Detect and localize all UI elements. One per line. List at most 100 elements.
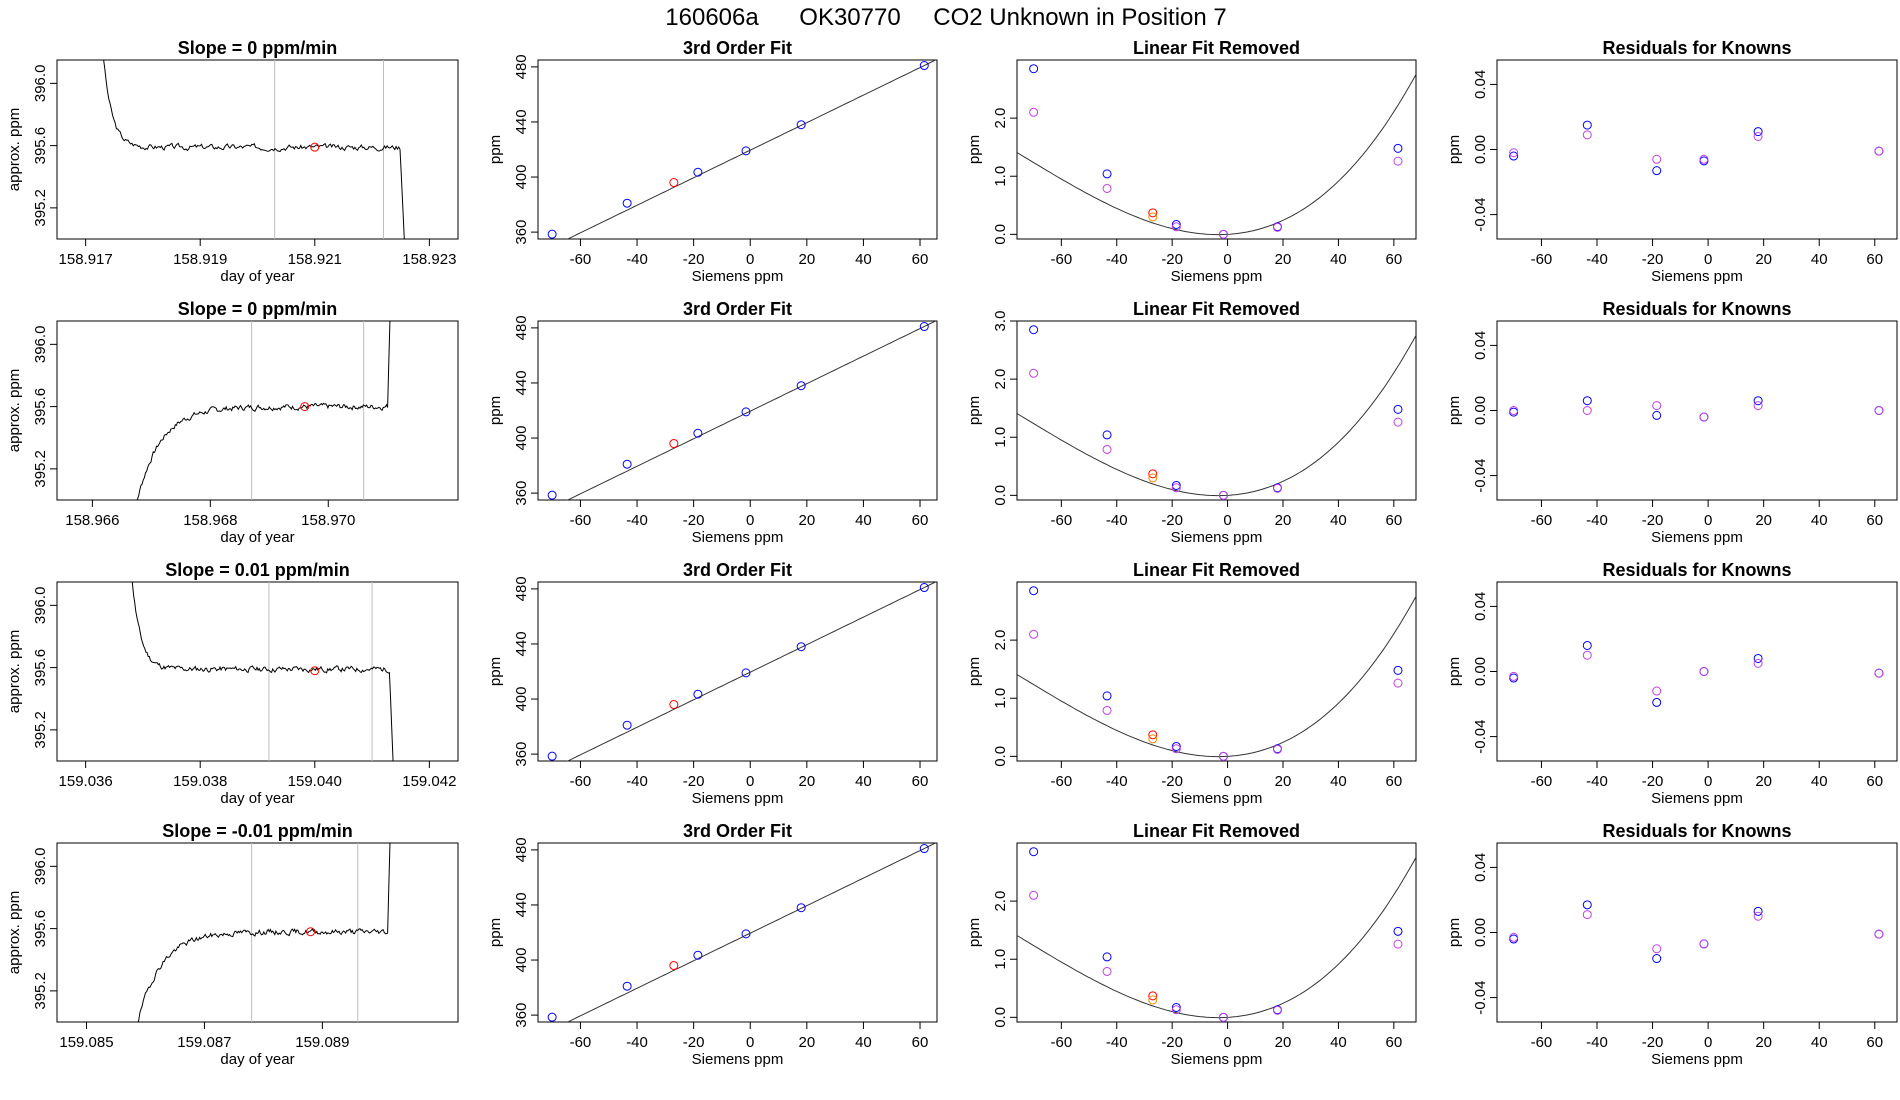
- point-magenta: [1029, 890, 1039, 900]
- point-blue: [1652, 954, 1662, 964]
- panel-1-1: Slope = 0 ppm/min 158.917 158.919 158.921 15…: [6, 38, 459, 285]
- point-magenta: [1393, 678, 1403, 688]
- plot-frame: [537, 320, 938, 501]
- plot-area: [137, 843, 391, 1022]
- fit-curve: [566, 843, 937, 1022]
- point-blue: [1102, 169, 1112, 179]
- point-blue: [796, 642, 806, 652]
- x-tick-label: 0: [1223, 1034, 1231, 1051]
- x-axis-label: Siemens ppm: [692, 790, 784, 807]
- point-magenta: [1218, 751, 1228, 761]
- x-tick-label: -20: [1642, 512, 1664, 529]
- y-tick-label: 440: [513, 631, 530, 656]
- x-tick-label: -40: [1106, 512, 1128, 529]
- x-tick-label: 20: [1275, 1034, 1292, 1051]
- point-magenta: [1102, 705, 1112, 715]
- x-tick-label: 60: [912, 773, 929, 790]
- x-tick-label: 60: [1385, 773, 1402, 790]
- point-blue: [1652, 410, 1662, 420]
- fit-curve: [1017, 74, 1416, 236]
- point-magenta: [1874, 406, 1884, 415]
- x-axis-label: day of year: [220, 1051, 294, 1068]
- y-axis-label: ppm: [1446, 135, 1463, 164]
- point-blue: [741, 668, 751, 678]
- y-tick-label: 0.00: [1472, 135, 1489, 164]
- point-blue: [547, 1012, 557, 1022]
- x-tick-label: -60: [1050, 251, 1072, 268]
- x-tick-label: 40: [1811, 773, 1828, 790]
- x-tick-label: -40: [626, 512, 648, 529]
- panel-title: Linear Fit Removed: [1133, 38, 1300, 58]
- point-orange: [1148, 995, 1158, 1005]
- x-tick-label: -40: [1106, 251, 1128, 268]
- panel-2-4: 3rd Order Fit -60 -40 -20 0 20 40 60 Siemens ppm…: [487, 821, 938, 1068]
- x-tick-label: -20: [1161, 512, 1183, 529]
- point-red: [1148, 730, 1158, 740]
- x-tick-label: 20: [798, 773, 815, 790]
- x-axis-label: day of year: [220, 529, 294, 546]
- point-red: [1148, 469, 1158, 479]
- plot-frame: [1016, 581, 1417, 762]
- x-tick-label: -40: [1106, 1034, 1128, 1051]
- panel-3-2: Linear Fit Removed -60 -40 -20 0 20 40 60 Siemen…: [966, 299, 1417, 546]
- plot-frame: [1496, 581, 1898, 762]
- y-axis-label: ppm: [487, 657, 504, 686]
- panel-title: 3rd Order Fit: [683, 560, 792, 580]
- x-tick-label: 158.917: [59, 251, 113, 268]
- point-magenta: [1874, 146, 1884, 156]
- point-blue: [547, 490, 557, 500]
- figure-title-tank-id: OK30770: [799, 4, 900, 31]
- signal-trace: [136, 321, 391, 500]
- x-tick-label: -20: [1161, 251, 1183, 268]
- x-tick-label: 0: [1704, 512, 1712, 529]
- point-magenta: [1171, 483, 1181, 493]
- x-tick-label: 40: [1330, 1034, 1347, 1051]
- point-blue: [1029, 325, 1039, 335]
- signal-trace: [103, 60, 405, 239]
- x-tick-label: 0: [1704, 251, 1712, 268]
- panel-1-2: Slope = 0 ppm/min 158.966 158.968 158.970 da…: [6, 299, 459, 546]
- x-tick-label: 159.042: [402, 773, 456, 790]
- x-tick-label: -60: [1531, 251, 1553, 268]
- y-tick-label: 1.0: [992, 688, 1009, 709]
- y-tick-label: 0.04: [1472, 592, 1489, 621]
- plot-area: [131, 582, 394, 761]
- x-tick-label: 0: [746, 512, 754, 529]
- panel-2-2: 3rd Order Fit -60 -40 -20 0 20 40 60 Siemens ppm…: [487, 299, 938, 546]
- plot-frame: [1016, 320, 1417, 501]
- x-tick-label: 40: [855, 251, 872, 268]
- point-blue: [796, 120, 806, 130]
- x-tick-label: 20: [1275, 251, 1292, 268]
- y-tick-label: -0.04: [1472, 980, 1489, 1014]
- point-blue: [741, 929, 751, 939]
- x-tick-label: 0: [746, 1034, 754, 1051]
- y-tick-label: 395.6: [32, 388, 49, 426]
- x-tick-label: 20: [798, 512, 815, 529]
- point-magenta: [1272, 222, 1282, 232]
- x-tick-label: -40: [1106, 773, 1128, 790]
- y-tick-label: 2.0: [992, 108, 1009, 129]
- x-axis-label: Siemens ppm: [1171, 529, 1263, 546]
- point-magenta: [1509, 932, 1519, 942]
- point-magenta: [1272, 483, 1282, 493]
- point-magenta: [1652, 154, 1662, 164]
- y-tick-label: 395.6: [32, 127, 49, 165]
- x-tick-label: 60: [1385, 1034, 1402, 1051]
- point-blue: [1753, 127, 1763, 137]
- x-axis-label: Siemens ppm: [1651, 1051, 1743, 1068]
- x-tick-label: -60: [570, 251, 592, 268]
- x-tick-label: 20: [798, 251, 815, 268]
- point-magenta: [1272, 744, 1282, 754]
- point-magenta: [1102, 183, 1112, 193]
- x-tick-label: -40: [1586, 1034, 1608, 1051]
- point-blue: [1029, 586, 1039, 596]
- panel-title: Residuals for Knowns: [1602, 38, 1791, 58]
- panel-3-1: Linear Fit Removed -60 -40 -20 0 20 40 60 Siemen…: [966, 38, 1417, 285]
- point-magenta: [1699, 939, 1709, 949]
- plot-area: [1509, 640, 1884, 707]
- point-magenta: [1218, 229, 1228, 239]
- x-tick-label: -40: [1586, 251, 1608, 268]
- panel-grid: Slope = 0 ppm/min 158.917 158.919 158.921 15…: [6, 38, 1898, 1068]
- y-tick-label: 395.2: [32, 711, 49, 749]
- y-tick-label: 1.0: [992, 427, 1009, 448]
